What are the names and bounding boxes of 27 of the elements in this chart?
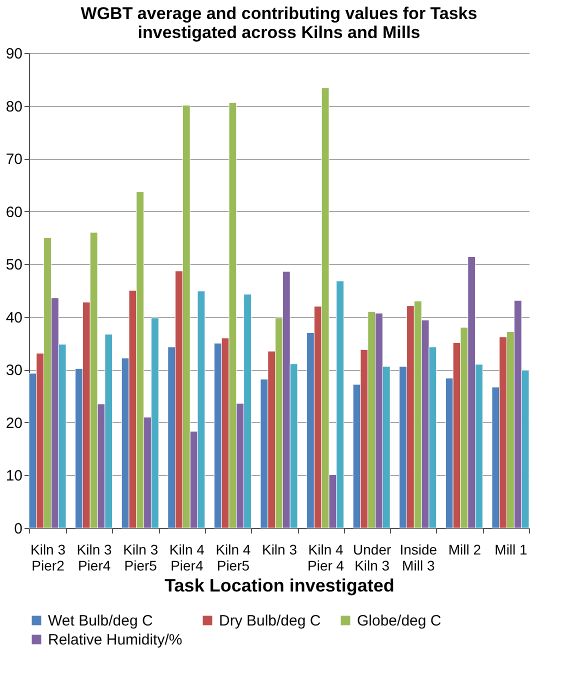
x-tick-label: Kiln 3 Pier2 <box>30 542 66 574</box>
y-tick-label: 90 <box>6 46 22 62</box>
x-tick-label: Kiln 4 Pier5 <box>216 542 251 574</box>
x-tick-label: Kiln 4 Pier4 <box>169 542 205 574</box>
legend-label: Relative Humidity/% <box>48 632 182 648</box>
y-tick-label: 30 <box>6 362 22 380</box>
x-tick-label: Mill 2 <box>448 542 482 558</box>
x-tick-label: Kiln 3 Pier5 <box>123 542 158 574</box>
x-tick-label: Mill 1 <box>494 542 528 558</box>
legend-label: Dry Bulb/deg C <box>219 612 321 630</box>
legend-label: Wet Bulb/deg C <box>48 612 153 630</box>
x-tick-label: Under Kiln 3 <box>353 542 392 574</box>
y-tick-label: 0 <box>14 520 22 538</box>
legend-label: Globe/deg C <box>357 612 442 630</box>
y-tick-label: 80 <box>6 98 22 116</box>
y-tick-label: 70 <box>6 151 22 168</box>
y-tick-label: 20 <box>6 414 22 432</box>
chart-title: WGBT average and contributing values for Tasks investigated across Kilns and Mills <box>80 4 478 42</box>
x-tick-label: Inside Mill 3 <box>400 542 438 574</box>
x-tick-label: Kiln 3 <box>262 542 298 558</box>
x-tick-label: Kiln 3 Pier4 <box>76 542 112 574</box>
x-axis-title: Task Location investigated <box>164 576 394 596</box>
y-tick-label: 60 <box>6 204 22 221</box>
y-tick-label: 50 <box>6 256 22 274</box>
x-tick-label: Kiln 4 Pier 4 <box>308 542 344 574</box>
y-tick-label: 10 <box>6 468 22 485</box>
y-tick-label: 40 <box>6 309 22 326</box>
